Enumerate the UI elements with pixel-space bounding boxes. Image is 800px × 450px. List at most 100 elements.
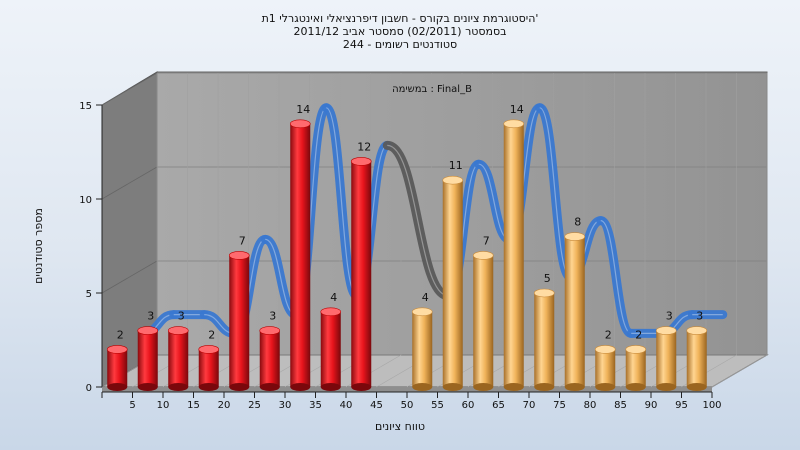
value-label: 4 — [330, 291, 337, 304]
value-label: 11 — [449, 159, 463, 172]
ribbon-segment — [596, 216, 636, 338]
bar-top — [442, 175, 464, 185]
bar-base — [229, 383, 250, 391]
value-label: 3 — [178, 310, 185, 323]
bar-top — [320, 307, 342, 317]
bar-base — [351, 383, 372, 391]
x-tick-label: 35 — [309, 400, 322, 411]
bar-top — [167, 326, 189, 335]
bar-top — [594, 345, 616, 354]
bar — [594, 345, 616, 391]
bars — [106, 119, 708, 391]
value-label: 4 — [422, 291, 429, 304]
bar-top — [503, 119, 525, 129]
value-label: 8 — [574, 216, 581, 229]
bar — [259, 326, 281, 391]
bar-top — [106, 345, 128, 354]
bar-body — [168, 330, 189, 387]
bar-top — [625, 345, 647, 354]
bar — [320, 307, 342, 391]
bar — [289, 119, 311, 391]
bar-top — [411, 307, 433, 317]
chart-title-line-1: היסטוגרמת ציונים בקורס - חשבון דיפרנציאל… — [262, 12, 539, 25]
bar-base — [625, 383, 646, 391]
bar-body — [503, 123, 524, 388]
y-tick-label: 0 — [86, 383, 92, 394]
bar-body — [229, 255, 250, 387]
value-label: 2 — [117, 328, 124, 341]
bar — [625, 345, 647, 391]
bar-top — [228, 251, 250, 260]
bar-base — [473, 383, 494, 391]
bar-base — [168, 383, 189, 391]
bar-body — [290, 123, 311, 388]
bar-top — [686, 326, 708, 335]
value-label: 7 — [483, 234, 490, 247]
floor-front-edge — [102, 387, 712, 392]
x-tick-label: 90 — [645, 400, 658, 411]
bar — [137, 326, 159, 391]
bar-top — [289, 119, 311, 129]
y-axis-title: מספר סטודנטים — [32, 208, 45, 284]
bar — [533, 288, 555, 391]
bar-base — [290, 383, 311, 391]
inner-label: במשימה : Final_B — [392, 84, 472, 95]
chart-title: היסטוגרמת ציונים בקורס - חשבון דיפרנציאל… — [262, 12, 539, 51]
x-tick-label: 70 — [523, 400, 536, 411]
ribbon-segment — [382, 140, 453, 301]
value-labels: 2 3 3 2 7 3 14 4 12 4 11 7 14 5 8 2 2 3 3 — [117, 103, 704, 342]
bar — [167, 326, 189, 391]
bar — [228, 251, 250, 391]
bar-body — [137, 330, 158, 387]
x-tick-label: 20 — [218, 400, 231, 411]
x-tick-label: 50 — [401, 400, 414, 411]
bar-base — [259, 383, 280, 391]
bar-top — [472, 251, 494, 260]
bar — [564, 232, 586, 391]
bar-top — [564, 232, 586, 241]
value-label: 7 — [239, 234, 246, 247]
bar — [350, 157, 372, 391]
bar-body — [320, 311, 341, 387]
bar-body — [442, 180, 463, 387]
bar-body — [534, 293, 555, 387]
bar-base — [656, 383, 677, 391]
bar-top — [533, 288, 555, 298]
value-label: 12 — [357, 140, 371, 153]
value-label: 5 — [544, 272, 551, 285]
x-ticks: 5 10 15 20 25 30 35 40 45 50 55 60 65 70 75 80 85 90 95 100 — [101, 392, 722, 411]
y-tick-label: 5 — [86, 289, 92, 300]
value-label: 2 — [605, 328, 612, 341]
bar-body — [656, 330, 677, 387]
x-tick-label: 15 — [187, 400, 200, 411]
bar — [106, 345, 128, 391]
value-label: 3 — [147, 310, 154, 323]
value-label: 3 — [696, 310, 703, 323]
bar-top — [655, 326, 677, 335]
x-tick-label: 40 — [340, 400, 353, 411]
bar-body — [259, 330, 280, 387]
bar-top — [198, 345, 220, 354]
value-label: 14 — [510, 103, 524, 116]
bar-base — [442, 383, 463, 391]
bar — [686, 326, 708, 391]
x-tick-label: 25 — [248, 400, 261, 411]
bar-base — [412, 383, 433, 391]
x-tick-label: 100 — [702, 400, 721, 411]
bar-base — [198, 383, 219, 391]
bar-base — [137, 383, 158, 391]
bar-base — [320, 383, 341, 391]
x-tick-label: 75 — [553, 400, 566, 411]
y-tick-label: 15 — [79, 101, 92, 112]
x-tick-label: 45 — [370, 400, 383, 411]
x-tick-label: 85 — [614, 400, 627, 411]
bar — [503, 119, 525, 391]
value-label: 14 — [296, 103, 310, 116]
bar-body — [564, 236, 585, 387]
bar-top — [350, 157, 372, 166]
x-tick-label: 80 — [584, 400, 597, 411]
y-tick-label: 10 — [79, 195, 92, 206]
value-label: 3 — [269, 310, 276, 323]
grid-line-side — [101, 166, 158, 200]
